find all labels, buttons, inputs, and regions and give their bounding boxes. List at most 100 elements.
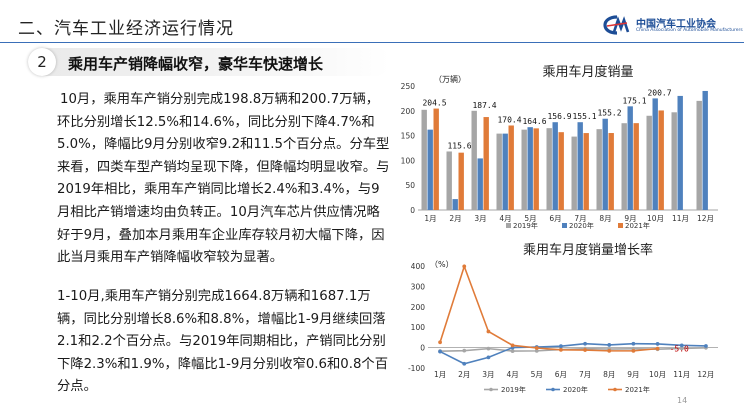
bar-2019年-12月 — [696, 100, 702, 210]
point-2019年 — [679, 346, 684, 351]
bar-2021年-7月 — [583, 133, 589, 210]
x-tick-label: 7月 — [579, 370, 591, 379]
bar-2021年-1月 — [433, 108, 439, 210]
data-label: 170.4 — [497, 115, 521, 124]
bar-2019年-1月 — [421, 109, 427, 210]
point-2019年 — [486, 346, 491, 351]
x-tick-label: 9月 — [627, 370, 639, 379]
legend-label: 2019年 — [501, 385, 526, 394]
x-tick-label: 1月 — [434, 370, 446, 379]
y-tick-label: 100 — [411, 323, 426, 332]
x-tick-label: 12月 — [697, 370, 714, 379]
series-line-2020年 — [439, 342, 706, 365]
x-tick-label: 3月 — [474, 214, 486, 223]
y-tick-label: 200 — [411, 303, 426, 312]
header-divider — [0, 42, 744, 43]
data-label: -5.0 — [670, 345, 689, 354]
section-title: 二、汽车工业经济运行情况 — [18, 19, 234, 39]
data-label: 155.2 — [597, 109, 621, 118]
bar-2019年-2月 — [446, 151, 452, 210]
data-label: 187.4 — [472, 101, 496, 110]
bar-2021年-8月 — [608, 133, 614, 210]
bar-2021年-9月 — [633, 123, 639, 210]
x-tick-label: 5月 — [524, 214, 536, 223]
data-label: 164.6 — [522, 117, 546, 126]
bar-2019年-10月 — [646, 115, 652, 210]
point-2020年 — [655, 342, 660, 346]
x-tick-label: 6月 — [549, 214, 561, 223]
data-label: 200.7 — [647, 88, 671, 97]
point-2021年 — [486, 329, 491, 334]
point-2021年 — [583, 348, 587, 352]
x-tick-label: 10月 — [649, 370, 666, 379]
x-tick-label: 11月 — [672, 214, 689, 223]
point-2020年 — [607, 343, 612, 347]
x-tick-label: 10月 — [647, 214, 664, 223]
x-tick-label: 4月 — [506, 370, 518, 379]
bar-2021年-6月 — [558, 132, 564, 210]
y-tick-label: 50 — [405, 181, 415, 190]
subtitle-number-badge: 2 — [28, 48, 56, 76]
logo-chinese-name: 中国汽车工业协会 — [636, 19, 716, 30]
y-tick-label: -100 — [408, 364, 425, 373]
legend-swatch-2021年 — [618, 223, 623, 228]
legend-label: 2021年 — [625, 385, 650, 394]
monthly-growth-line-chart: 乘用车月度销量增长率 （%） -100 0 100 200 300 400 1月 2月 3月 4月 5月… — [408, 242, 718, 394]
x-tick-label: 8月 — [603, 370, 615, 379]
x-tick-label: 5月 — [531, 370, 543, 379]
y-axis-label: （%） — [430, 260, 454, 269]
point-2020年 — [559, 344, 563, 349]
y-axis-label: （万辆） — [434, 74, 466, 84]
x-tick-label: 2月 — [449, 214, 461, 223]
bar-2020年-2月 — [452, 199, 458, 210]
monthly-sales-bar-chart: 乘用车月度销量 （万辆） 0 50 100 150 200 250 1月 2月 3月 4月 5月 6月 7月… — [401, 64, 718, 230]
legend-marker-2020年 — [551, 387, 555, 392]
point-2020年 — [486, 355, 491, 360]
x-tick-label: 3月 — [482, 370, 494, 379]
bar-2020年-1月 — [427, 129, 433, 210]
legend-label: 2020年 — [569, 221, 594, 230]
data-label: 115.6 — [447, 141, 471, 150]
x-tick-label: 1月 — [424, 214, 436, 223]
series-line-2021年 — [439, 263, 658, 352]
bar-2020年-11月 — [677, 95, 683, 210]
x-tick-label: 8月 — [599, 214, 611, 223]
paragraph-october: 10月，乘用车产销分别完成198.8万辆和200.7万辆，环比分别增长12.5%… — [57, 92, 390, 266]
point-2020年 — [583, 341, 587, 346]
point-2019年 — [510, 349, 515, 353]
bar-2021年-3月 — [483, 117, 489, 210]
bar-2019年-7月 — [571, 136, 577, 210]
y-tick-label: 400 — [411, 262, 426, 271]
point-2021年 — [607, 348, 612, 353]
point-2020年 — [462, 361, 467, 366]
chart-title: 乘用车月度销量 — [542, 64, 633, 80]
bar-2019年-8月 — [596, 129, 602, 210]
chart-title: 乘用车月度销量增长率 — [523, 242, 653, 258]
legend-label: 2021年 — [625, 221, 650, 230]
y-tick-label: 0 — [420, 344, 425, 353]
y-tick-label: 200 — [401, 107, 416, 116]
x-tick-label: 11月 — [673, 370, 690, 379]
subtitle-heading: 乘用车产销降幅收窄，豪华车快速增长 — [68, 55, 324, 73]
data-label: 156.9 — [547, 112, 571, 121]
point-2020年 — [704, 344, 708, 348]
y-tick-label: 250 — [401, 82, 416, 91]
x-tick-label: 12月 — [697, 214, 714, 223]
bar-2021年-10月 — [658, 110, 664, 210]
paragraph-jan-oct: 1-10月,乘用车产销分别完成1664.8万辆和1687.1万辆，同比分别增长8… — [57, 289, 389, 395]
point-2021年 — [462, 264, 467, 269]
legend-marker-2019年 — [489, 387, 493, 392]
point-2020年 — [631, 341, 636, 346]
bar-2020年-10月 — [652, 98, 658, 210]
page-number: 14 — [677, 396, 688, 405]
point-2019年 — [534, 348, 539, 353]
x-tick-label: 7月 — [574, 214, 586, 223]
point-2021年 — [631, 348, 636, 353]
bar-2020年-6月 — [552, 122, 558, 210]
caam-logo-icon — [603, 15, 630, 35]
bar-2019年-11月 — [671, 112, 677, 210]
point-2021年 — [559, 347, 563, 352]
legend-label: 2020年 — [563, 385, 588, 394]
point-2021年 — [655, 346, 660, 351]
